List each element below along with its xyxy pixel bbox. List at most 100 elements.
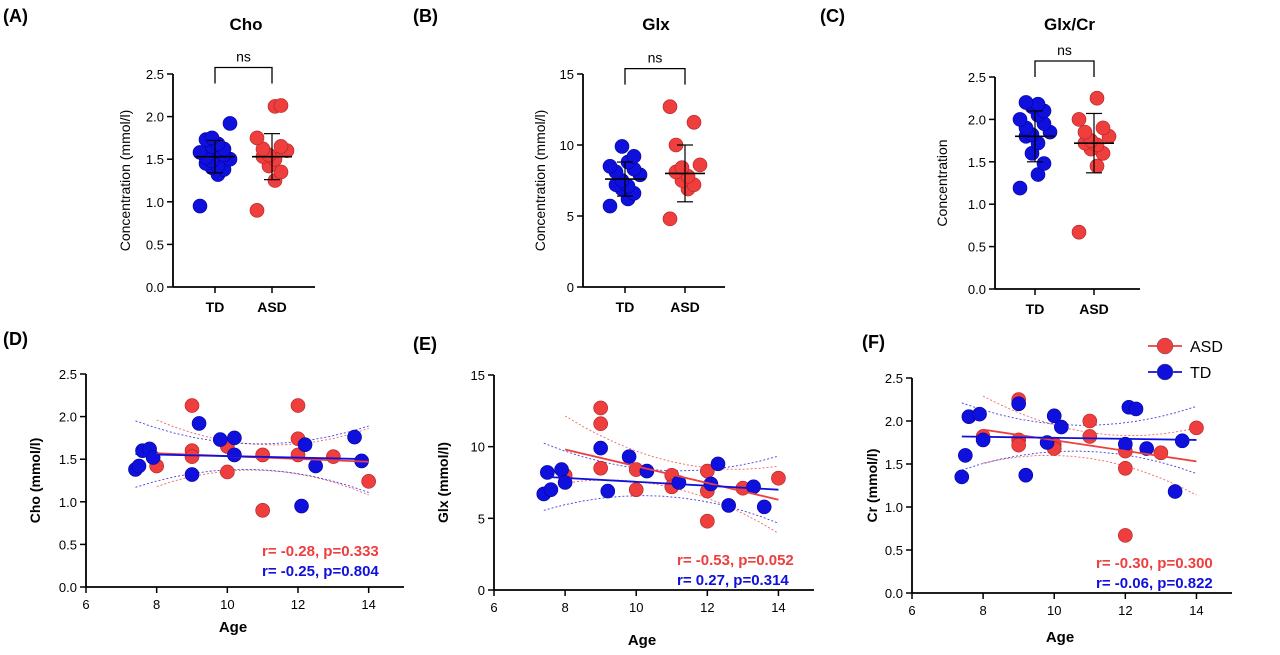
x-tick-label: 6 — [908, 603, 915, 618]
x-tick-label: TD — [1026, 301, 1045, 317]
stat-label-td: r= -0.25, p=0.804 — [262, 563, 379, 580]
y-tick-label: 1.0 — [968, 197, 986, 212]
regression-line-td — [135, 453, 369, 461]
x-tick-label: TD — [206, 299, 225, 315]
data-point-td — [192, 198, 208, 214]
data-point-asd — [593, 416, 608, 432]
confidence-band-td — [543, 442, 779, 472]
confidence-band-asd — [564, 415, 779, 470]
data-point-td — [600, 483, 616, 499]
panel-title: Cho — [229, 15, 262, 34]
data-point-asd — [326, 449, 341, 464]
panel-label: (A) — [3, 6, 28, 26]
data-point-td — [621, 449, 637, 465]
data-point-td — [602, 198, 618, 214]
data-point-td — [1012, 112, 1028, 127]
x-tick-label: 14 — [771, 600, 785, 615]
data-point-td — [721, 498, 736, 513]
data-point-asd — [1077, 124, 1093, 140]
y-tick-label: 10 — [471, 440, 485, 455]
data-point-asd — [184, 398, 200, 413]
y-tick-label: 0.5 — [59, 537, 77, 552]
x-tick-label: 10 — [1047, 603, 1061, 618]
significance-bracket — [1034, 60, 1095, 77]
y-tick-label: 5 — [567, 209, 574, 224]
data-point-td — [593, 440, 608, 456]
legend-label: ASD — [1190, 339, 1223, 356]
data-point-td — [626, 149, 642, 164]
y-tick-label: 0.0 — [968, 282, 986, 297]
panel-a: (A) Cho Concentration (mmol/l) 0.0 0.5 1.0 1.5… — [3, 6, 315, 315]
significance-bracket — [624, 68, 686, 85]
data-point-td — [191, 416, 207, 431]
panel-label: (F) — [862, 332, 885, 352]
data-point-asd — [1118, 528, 1133, 543]
y-tick-label: 0.0 — [885, 586, 903, 601]
panel-label: (C) — [820, 6, 845, 26]
data-point-td — [639, 463, 655, 479]
x-tick-label: 14 — [1189, 603, 1203, 618]
data-point-asd — [273, 98, 289, 113]
x-tick-label: 12 — [1118, 603, 1132, 618]
data-point-td — [756, 499, 772, 515]
data-point-td — [1012, 180, 1028, 196]
data-point-td — [1167, 484, 1183, 499]
data-point-td — [975, 432, 991, 448]
data-point-td — [710, 456, 726, 472]
x-axis-label: Age — [219, 619, 247, 636]
data-point-asd — [255, 503, 270, 518]
data-point-td — [297, 437, 313, 453]
data-point-asd — [1082, 413, 1098, 429]
significance-label: ns — [236, 49, 251, 65]
y-tick-label: 0 — [567, 280, 574, 295]
y-tick-label: 2.0 — [146, 110, 164, 125]
panel-label: (D) — [3, 329, 28, 349]
data-point-td — [1139, 441, 1154, 456]
x-tick-label: ASD — [670, 299, 700, 315]
data-point-td — [1011, 396, 1026, 412]
y-tick-label: 0.5 — [146, 237, 164, 252]
data-point-asd — [1011, 437, 1026, 453]
significance-bracket — [214, 66, 273, 84]
x-tick-label: ASD — [1079, 301, 1109, 317]
x-tick-label: 10 — [220, 597, 234, 612]
stat-label-asd: r= -0.53, p=0.052 — [677, 552, 794, 569]
data-point-asd — [593, 460, 608, 476]
y-axis-label: Concentration (mmol/l) — [532, 110, 548, 252]
data-point-asd — [771, 470, 786, 486]
x-tick-label: 12 — [291, 597, 305, 612]
data-point-td — [227, 430, 242, 446]
panel-b: (B) Glx Concentration (mmol/l) 0 5 10 15 TD ASD n… — [413, 6, 725, 315]
y-tick-label: 2.5 — [146, 67, 164, 82]
stat-label-asd: r= -0.28, p=0.333 — [262, 543, 379, 560]
legend-swatch-dot — [1156, 337, 1174, 355]
data-point-asd — [662, 211, 678, 227]
data-point-asd — [1189, 420, 1204, 436]
data-point-td — [227, 447, 242, 463]
data-point-td — [184, 467, 200, 482]
significance-label: ns — [1057, 42, 1072, 58]
data-point-td — [1018, 467, 1034, 483]
data-point-td — [954, 469, 970, 485]
confidence-band-td — [961, 402, 1197, 426]
legend-label: TD — [1190, 365, 1211, 382]
y-axis-label: Concentration — [934, 139, 950, 226]
y-tick-label: 2.5 — [885, 371, 903, 386]
x-tick-label: 8 — [561, 600, 568, 615]
y-tick-label: 1.0 — [885, 500, 903, 515]
data-point-td — [554, 462, 569, 477]
data-point-asd — [290, 398, 306, 413]
panel-title: Glx/Cr — [1044, 15, 1095, 34]
stat-label-td: r= 0.27, p=0.314 — [677, 572, 789, 589]
x-tick-label: 12 — [700, 600, 714, 615]
panel-label: (E) — [413, 334, 437, 354]
stat-label-td: r= -0.06, p=0.822 — [1096, 575, 1213, 592]
y-tick-label: 0.5 — [968, 240, 986, 255]
data-point-asd — [700, 513, 715, 529]
data-point-asd — [220, 464, 235, 480]
data-point-asd — [593, 400, 608, 416]
stat-label-asd: r= -0.30, p=0.300 — [1096, 555, 1213, 572]
data-point-td — [131, 458, 147, 474]
data-point-td — [1054, 419, 1069, 435]
